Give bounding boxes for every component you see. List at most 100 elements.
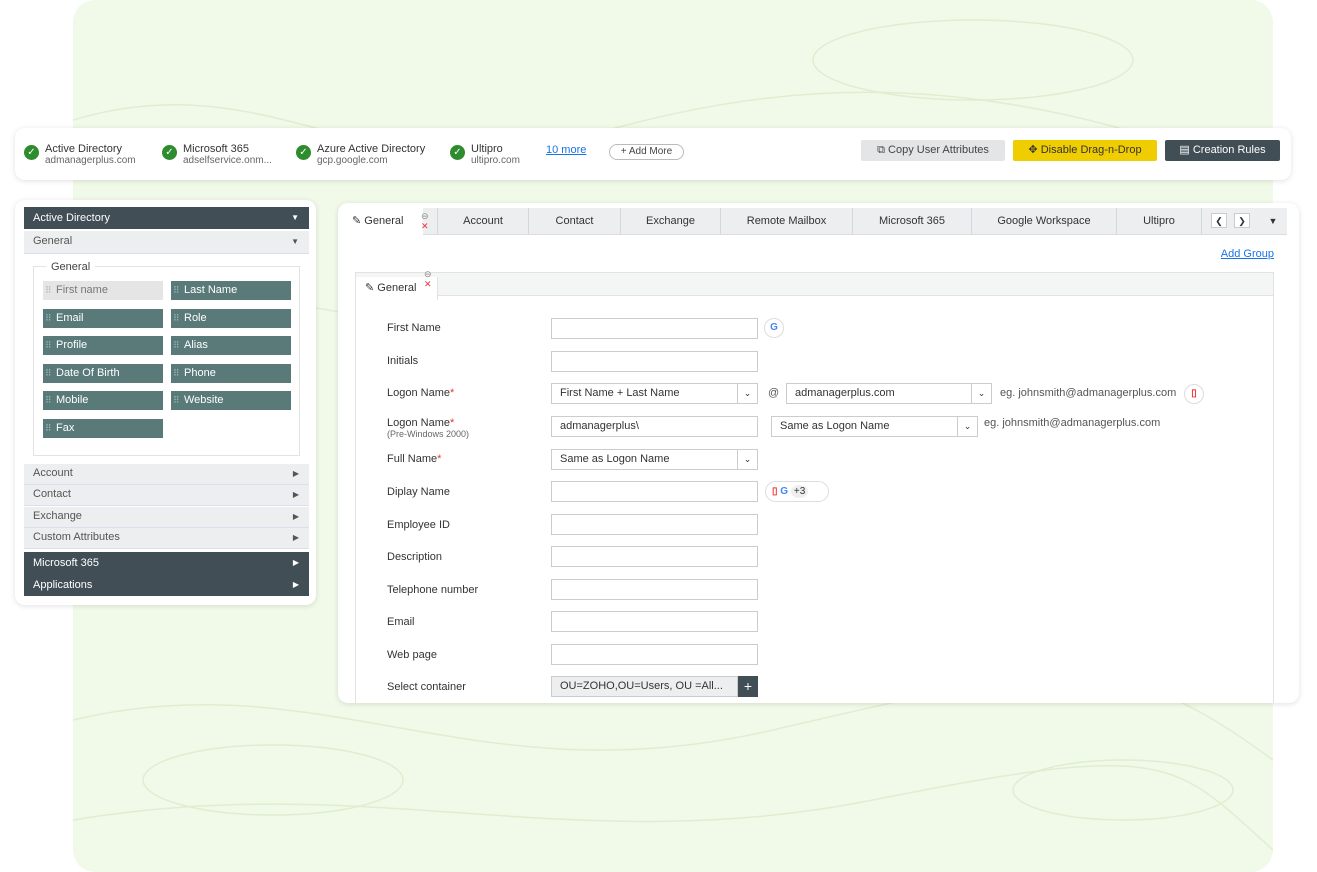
office-icon[interactable]: ▯ (1184, 384, 1204, 404)
collapse-icon[interactable]: ⊖ (424, 269, 432, 279)
section-microsoft-365[interactable]: Microsoft 365 ▶ (24, 552, 309, 574)
copy-user-attributes-button[interactable]: ⧉ Copy User Attributes (861, 140, 1005, 161)
section-label: Custom Attributes (33, 531, 120, 543)
add-more-button[interactable]: + Add More (609, 144, 684, 160)
source-icons[interactable]: ▯ G +3 (765, 481, 829, 502)
caret-right-icon: ▶ (292, 469, 299, 478)
pencil-icon: ✎ (365, 282, 378, 294)
source-name: Microsoft 365 (183, 143, 250, 155)
select-value: admanagerplus.com (795, 387, 895, 399)
source-item[interactable]: ✓ Microsoft 365 adselfservice.onm... (162, 143, 272, 166)
section-label: Applications (33, 579, 93, 591)
section-active-directory[interactable]: Active Directory ▼ (24, 207, 309, 229)
tab-general[interactable]: ✎ General (343, 208, 423, 238)
label-pre-windows-logon: Logon Name* (Pre-Windows 2000) (387, 417, 470, 439)
field-chip[interactable]: Fax (43, 419, 163, 438)
label-logon-name: Logon Name* (387, 387, 455, 399)
group-title: General (377, 282, 417, 294)
pre-windows-format-select[interactable]: Same as Logon Name ⌄ (771, 416, 978, 437)
tab-ultipro[interactable]: Ultipro (1117, 208, 1202, 234)
web-page-input[interactable] (551, 644, 758, 665)
tab-exchange[interactable]: Exchange (621, 208, 721, 234)
tab-next-icon[interactable]: ❯ (1234, 213, 1250, 228)
google-icon: G (780, 486, 789, 497)
tab-remote-mailbox[interactable]: Remote Mailbox (721, 208, 853, 234)
field-chip[interactable]: Profile (43, 336, 163, 355)
add-container-button[interactable]: + (738, 676, 758, 697)
label-web-page: Web page (387, 649, 437, 661)
document-icon: ▤ (1179, 144, 1193, 156)
subsection-exchange[interactable]: Exchange ▶ (24, 507, 309, 528)
source-item[interactable]: ✓ Azure Active Directory gcp.google.com (296, 143, 425, 166)
telephone-input[interactable] (551, 579, 758, 600)
button-label: Creation Rules (1192, 144, 1266, 156)
email-input[interactable] (551, 611, 758, 632)
field-chip[interactable]: Last Name (171, 281, 291, 300)
section-label: General (33, 235, 73, 247)
subsection-general[interactable]: General ▼ (24, 231, 309, 254)
section-label: Account (33, 467, 73, 479)
field-chip[interactable]: Website (171, 391, 291, 410)
tab-label: General (364, 215, 404, 227)
source-item[interactable]: ✓ Active Directory admanagerplus.com (24, 143, 136, 166)
close-icon[interactable]: ✕ (424, 279, 432, 289)
section-label: Contact (33, 488, 71, 500)
field-chip[interactable]: Mobile (43, 391, 163, 410)
label-display-name: Diplay Name (387, 486, 450, 498)
field-chip[interactable]: Date Of Birth (43, 364, 163, 383)
logon-name-format-select[interactable]: First Name + Last Name ⌄ (551, 383, 758, 404)
field-chip[interactable]: Role (171, 309, 291, 328)
source-item[interactable]: ✓ Ultipro ultipro.com (450, 143, 520, 166)
label-text: Logon Name (387, 417, 450, 429)
initials-input[interactable] (551, 351, 758, 372)
source-name: Azure Active Directory (317, 143, 426, 155)
select-value: First Name + Last Name (560, 387, 680, 399)
tab-menu-icon[interactable]: ▼ (1268, 216, 1278, 226)
subsection-account[interactable]: Account ▶ (24, 464, 309, 485)
close-icon[interactable]: ✕ (421, 221, 429, 231)
collapse-icon[interactable]: ⊖ (421, 211, 429, 221)
employee-id-input[interactable] (551, 514, 758, 535)
select-value: Same as Logon Name (780, 420, 890, 432)
field-chip[interactable]: Email (43, 309, 163, 328)
button-label: Copy User Attributes (888, 144, 989, 156)
pre-windows-logon-input[interactable]: admanagerplus\ (551, 416, 758, 437)
source-name: Active Directory (45, 143, 123, 155)
label-telephone: Telephone number (387, 584, 479, 596)
label-sub: (Pre-Windows 2000) (387, 429, 470, 439)
tab-microsoft-365[interactable]: Microsoft 365 (853, 208, 972, 234)
group-controls[interactable]: ⊖ ✕ (424, 269, 432, 289)
chevron-down-icon: ⌄ (971, 384, 991, 403)
field-chip[interactable]: First name (43, 281, 163, 300)
subsection-custom-attributes[interactable]: Custom Attributes ▶ (24, 528, 309, 549)
tab-account[interactable]: Account (437, 208, 529, 234)
source-domain: ultipro.com (471, 155, 520, 166)
creation-rules-button[interactable]: ▤ Creation Rules (1165, 140, 1280, 161)
group-header: ✎ General ⊖ ✕ (356, 269, 1273, 300)
container-input[interactable]: OU=ZOHO,OU=Users, OU =All... (551, 676, 738, 697)
domain-select[interactable]: admanagerplus.com ⌄ (786, 383, 992, 404)
first-name-input[interactable] (551, 318, 758, 339)
disable-drag-drop-button[interactable]: ✥ Disable Drag-n-Drop (1013, 140, 1157, 161)
field-chip[interactable]: Phone (171, 364, 291, 383)
chevron-down-icon: ⌄ (737, 384, 757, 403)
section-applications[interactable]: Applications ▶ (24, 574, 309, 596)
logon-hint: eg. johnsmith@admanagerplus.com (1000, 387, 1177, 399)
tab-controls[interactable]: ⊖ ✕ (421, 211, 429, 231)
tab-prev-icon[interactable]: ❮ (1211, 213, 1227, 228)
label-select-container: Select container (387, 681, 466, 693)
description-input[interactable] (551, 546, 758, 567)
display-name-input[interactable] (551, 481, 758, 502)
caret-down-icon: ▼ (291, 237, 299, 246)
tab-contact[interactable]: Contact (529, 208, 621, 234)
section-label: Microsoft 365 (33, 557, 100, 569)
add-group-link[interactable]: Add Group (1220, 248, 1274, 260)
tab-google-workspace[interactable]: Google Workspace (972, 208, 1117, 234)
full-name-select[interactable]: Same as Logon Name ⌄ (551, 449, 758, 470)
caret-right-icon: ▶ (292, 533, 299, 542)
field-chip[interactable]: Alias (171, 336, 291, 355)
google-icon[interactable]: G (764, 318, 784, 338)
subsection-contact[interactable]: Contact ▶ (24, 485, 309, 506)
more-sources-link[interactable]: 10 more (546, 144, 587, 156)
label-employee-id: Employee ID (387, 519, 450, 531)
